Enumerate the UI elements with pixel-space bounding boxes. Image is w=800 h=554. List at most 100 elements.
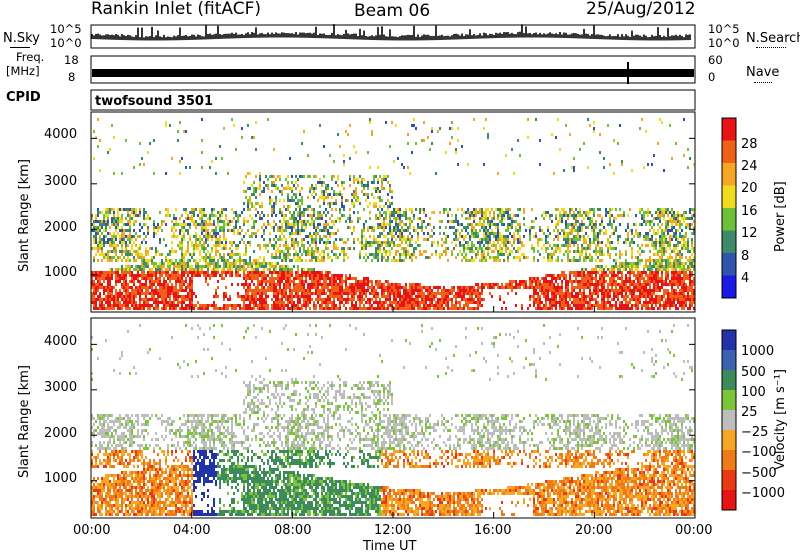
heatmap-cell <box>313 283 315 286</box>
heatmap-cell <box>361 247 363 250</box>
heatmap-cell <box>333 175 335 178</box>
heatmap-cell <box>305 220 307 223</box>
heatmap-cell <box>121 244 123 247</box>
heatmap-cell <box>435 301 437 304</box>
heatmap-cell <box>249 187 251 190</box>
heatmap-cell <box>341 277 343 280</box>
heatmap-cell <box>387 193 389 196</box>
heatmap-cell <box>385 178 387 181</box>
heatmap-cell <box>551 247 553 250</box>
heatmap-cell <box>191 268 193 271</box>
heatmap-cell <box>121 220 123 223</box>
heatmap-cell <box>185 208 187 211</box>
heatmap-cell <box>215 214 217 217</box>
heatmap-cell <box>99 271 101 274</box>
heatmap-cell <box>289 199 291 202</box>
heatmap-cell <box>551 298 553 301</box>
heatmap-cell <box>279 274 281 277</box>
heatmap-cell <box>293 211 295 214</box>
heatmap-cell <box>91 274 93 277</box>
frequency-trace <box>92 62 694 84</box>
heatmap-cell <box>517 283 519 286</box>
heatmap-cell <box>405 247 407 250</box>
heatmap-cell <box>117 280 119 283</box>
heatmap-cell <box>259 172 261 175</box>
heatmap-cell <box>545 214 547 217</box>
heatmap-cell <box>381 214 383 217</box>
heatmap-cell <box>453 295 455 298</box>
heatmap-cell <box>201 256 203 259</box>
heatmap-cell <box>291 292 293 295</box>
heatmap-cell <box>375 295 377 298</box>
heatmap-cell <box>333 301 335 304</box>
heatmap-cell <box>383 241 385 244</box>
heatmap-cell <box>197 265 199 268</box>
heatmap-cell <box>381 256 383 259</box>
heatmap-cell <box>211 211 213 214</box>
heatmap-cell <box>91 298 93 301</box>
heatmap-cell <box>535 217 537 220</box>
heatmap-cell <box>101 220 103 223</box>
heatmap-cell <box>267 178 269 181</box>
heatmap-cell <box>263 289 265 292</box>
heatmap-cell <box>315 256 317 259</box>
heatmap-cell <box>381 253 383 256</box>
heatmap-cell <box>543 289 545 292</box>
heatmap-cell <box>287 244 289 247</box>
heatmap-cell <box>159 262 161 265</box>
heatmap-cell <box>197 247 199 250</box>
heatmap-cell <box>291 217 293 220</box>
heatmap-cell <box>547 292 549 295</box>
heatmap-cell <box>117 271 119 274</box>
heatmap-cell <box>213 268 215 271</box>
heatmap-cell <box>321 307 323 310</box>
heatmap-cell <box>577 214 579 217</box>
heatmap-cell <box>163 265 165 268</box>
heatmap-cell <box>415 208 417 211</box>
heatmap-cell <box>251 235 253 238</box>
heatmap-cell <box>143 208 145 211</box>
heatmap-cell <box>297 295 299 298</box>
heatmap-cell <box>301 214 303 217</box>
heatmap-cell <box>187 214 189 217</box>
heatmap-cell <box>417 304 419 307</box>
heatmap-cell <box>319 259 321 262</box>
heatmap-cell <box>273 307 275 310</box>
heatmap-cell <box>215 304 217 307</box>
heatmap-cell <box>497 235 499 238</box>
heatmap-cell <box>145 289 147 292</box>
heatmap-cell <box>157 280 159 283</box>
heatmap-cell <box>297 289 299 292</box>
heatmap-cell <box>101 211 103 214</box>
heatmap-cell <box>211 229 213 232</box>
heatmap-cell <box>303 250 305 253</box>
heatmap-cell <box>229 304 231 307</box>
heatmap-cell <box>155 277 157 280</box>
heatmap-cell <box>321 229 323 232</box>
heatmap-cell <box>401 253 403 256</box>
heatmap-cell <box>467 244 469 247</box>
heatmap-cell <box>143 301 145 304</box>
heatmap-cell <box>509 283 511 286</box>
heatmap-cell <box>545 277 547 280</box>
heatmap-cell <box>467 247 469 250</box>
heatmap-cell <box>325 196 327 199</box>
heatmap-cell <box>407 304 409 307</box>
heatmap-cell <box>575 277 577 280</box>
heatmap-cell <box>209 232 211 235</box>
heatmap-cell <box>463 244 465 247</box>
heatmap-cell <box>287 223 289 226</box>
heatmap-cell <box>183 232 185 235</box>
heatmap-cell <box>289 292 291 295</box>
heatmap-cell <box>97 280 99 283</box>
heatmap-cell <box>159 271 161 274</box>
heatmap-cell <box>265 277 267 280</box>
heatmap-cell <box>257 298 259 301</box>
heatmap-cell <box>533 286 535 289</box>
heatmap-cell <box>375 202 377 205</box>
heatmap-cell <box>461 223 463 226</box>
heatmap-cell <box>137 256 139 259</box>
heatmap-cell <box>559 274 561 277</box>
heatmap-cell <box>297 298 299 301</box>
heatmap-cell <box>117 232 119 235</box>
